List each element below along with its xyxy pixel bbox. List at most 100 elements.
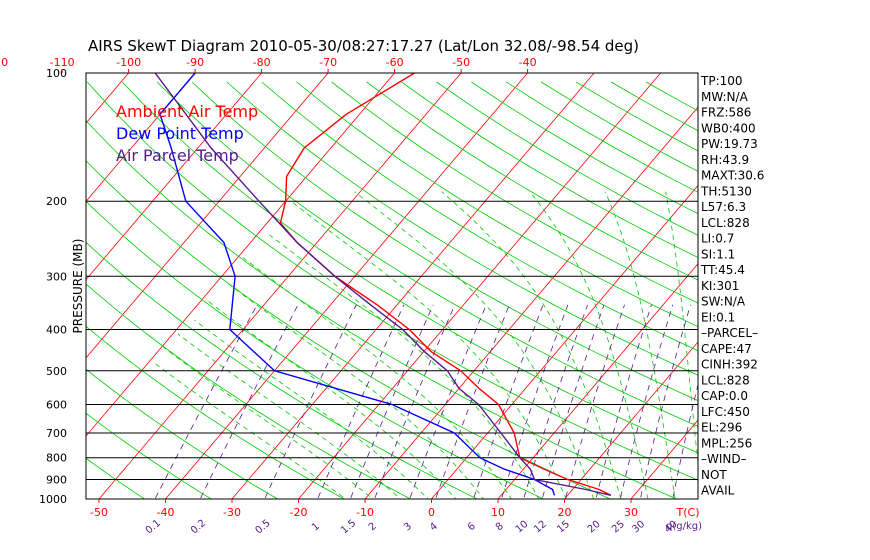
dry-adiabat-line xyxy=(471,81,698,215)
isotherm-line xyxy=(231,73,595,499)
isotherm-line xyxy=(431,184,698,499)
moist-adiabat-line xyxy=(194,319,429,499)
plot-frame xyxy=(85,72,699,500)
mixing-ratio-tick-label: 4 xyxy=(428,521,440,534)
mixing-ratio-tick-label: 25 xyxy=(610,519,627,536)
y-axis-label: PRESSURE (MB) xyxy=(71,239,85,334)
index-item: LI:0.7 xyxy=(701,232,734,246)
legend-entry: Air Parcel Temp xyxy=(116,146,239,165)
moist-adiabat-line xyxy=(665,191,698,467)
index-item: TH:5130 xyxy=(700,184,752,198)
moist-adiabat-line xyxy=(226,281,485,499)
legend: Ambient Air Temp Dew Point Temp Air Parcel… xyxy=(116,102,258,165)
isotherm-line xyxy=(764,73,870,499)
mixing-ratio-tick-label: 0.5 xyxy=(253,518,272,537)
bottom-temp-tick-label: 20 xyxy=(558,506,572,519)
index-item: LFC:450 xyxy=(701,405,750,419)
index-item: CAPE:47 xyxy=(701,342,752,356)
dry-adiabat-line xyxy=(156,81,698,427)
pressure-tick-label: 1000 xyxy=(39,493,67,506)
index-item: EI:0.1 xyxy=(701,310,735,324)
index-item: MAXT:30.6 xyxy=(701,169,764,183)
mixing-ratio-line xyxy=(672,383,698,499)
grid-lines xyxy=(0,73,870,508)
index-item: SI:1.1 xyxy=(701,247,735,261)
top-temp-tick-label: -80 xyxy=(253,56,271,69)
mixing-ratio-line xyxy=(317,304,405,499)
mixing-ratio-tick-label: 1.5 xyxy=(339,518,358,537)
index-item: NOT xyxy=(701,468,727,482)
index-item: TT:45.4 xyxy=(700,263,745,277)
isotherm-line xyxy=(86,73,395,437)
mixing-ratio-tick-label: 3 xyxy=(402,521,414,534)
top-temp-tick-label: -60 xyxy=(386,56,404,69)
dry-adiabat-line xyxy=(226,81,698,376)
index-item: MPL:256 xyxy=(701,436,752,450)
series-line-ambient-air-temp xyxy=(279,73,612,496)
index-item: LCL:828 xyxy=(701,373,750,387)
mixing-ratio-tick-label: 6 xyxy=(466,521,478,534)
index-item: LCL:828 xyxy=(701,216,750,230)
index-item: WB0:400 xyxy=(701,121,756,135)
mixing-ratio-tick-label: 8 xyxy=(494,521,506,534)
isotherm-line xyxy=(497,263,698,499)
moist-adiabat-line xyxy=(290,200,567,499)
index-item: –PARCEL– xyxy=(701,326,758,340)
isotherm-line xyxy=(86,73,329,359)
bottom-temp-tick-label: 10 xyxy=(491,506,505,519)
mixing-ratio-line xyxy=(154,304,258,499)
series-lines xyxy=(154,73,612,496)
index-item: RH:43.9 xyxy=(701,153,749,167)
moist-adiabat-line xyxy=(604,191,676,499)
mixing-ratio-line xyxy=(639,304,691,499)
pressure-tick-label: 300 xyxy=(46,270,67,283)
moist-adiabat-line xyxy=(163,346,374,499)
pressure-tick-label: 600 xyxy=(46,398,67,411)
dry-adiabat-line xyxy=(436,81,698,236)
index-item: –WIND– xyxy=(701,452,747,466)
dry-adiabat-line xyxy=(191,81,698,401)
mixing-ratio-tick-label: 1 xyxy=(310,521,322,534)
isotherm-line xyxy=(831,73,870,499)
top-temp-tick-label: -120 xyxy=(0,56,8,69)
dry-adiabat-line xyxy=(0,82,24,508)
top-temp-tick-label: -90 xyxy=(186,56,204,69)
isotherm-line xyxy=(298,73,661,499)
legend-entry: Ambient Air Temp xyxy=(116,102,258,121)
dry-adiabat-line xyxy=(86,412,212,499)
moist-adiabat-line xyxy=(205,299,457,499)
bottom-temp-tick-label: -40 xyxy=(157,506,175,519)
moist-adiabat-line xyxy=(269,234,540,499)
top-temp-tick-label: -100 xyxy=(116,56,141,69)
dry-adiabat-line xyxy=(401,81,698,258)
isotherm-line xyxy=(364,106,698,499)
bottom-temp-tick-label: -50 xyxy=(90,506,108,519)
pressure-tick-label: 800 xyxy=(46,452,67,465)
pressure-tick-label: 900 xyxy=(46,474,67,487)
index-item: EL:296 xyxy=(701,421,742,435)
index-item: CAP:0.0 xyxy=(701,389,748,403)
isotherm-line xyxy=(630,419,698,499)
dry-adiabat-line xyxy=(86,283,412,499)
bottom-temp-tick-label: 0 xyxy=(428,506,435,519)
mixing-ratio-tick-label: 20 xyxy=(586,519,603,536)
top-temp-tick-label: -50 xyxy=(452,56,470,69)
dry-adiabat-line xyxy=(86,241,478,499)
moist-adiabat-line xyxy=(177,333,402,499)
mixing-ratio-tick-label: 2 xyxy=(367,521,379,534)
moist-adiabat-line xyxy=(354,191,595,499)
index-item: CINH:392 xyxy=(701,358,758,372)
index-item: TP:100 xyxy=(700,74,743,88)
mixing-ratio-tick-label: 0.2 xyxy=(189,518,208,537)
mixing-ratio-line xyxy=(199,304,299,499)
legend-entry: Dew Point Temp xyxy=(116,124,244,143)
bottom-temp-tick-label: -30 xyxy=(223,506,241,519)
bottom-unit-label: T(C) xyxy=(676,506,700,519)
index-item: SW:N/A xyxy=(701,295,746,309)
dry-adiabat-line xyxy=(331,81,698,304)
mixing-ratio-line xyxy=(523,304,588,499)
index-item: FRZ:586 xyxy=(701,106,751,120)
